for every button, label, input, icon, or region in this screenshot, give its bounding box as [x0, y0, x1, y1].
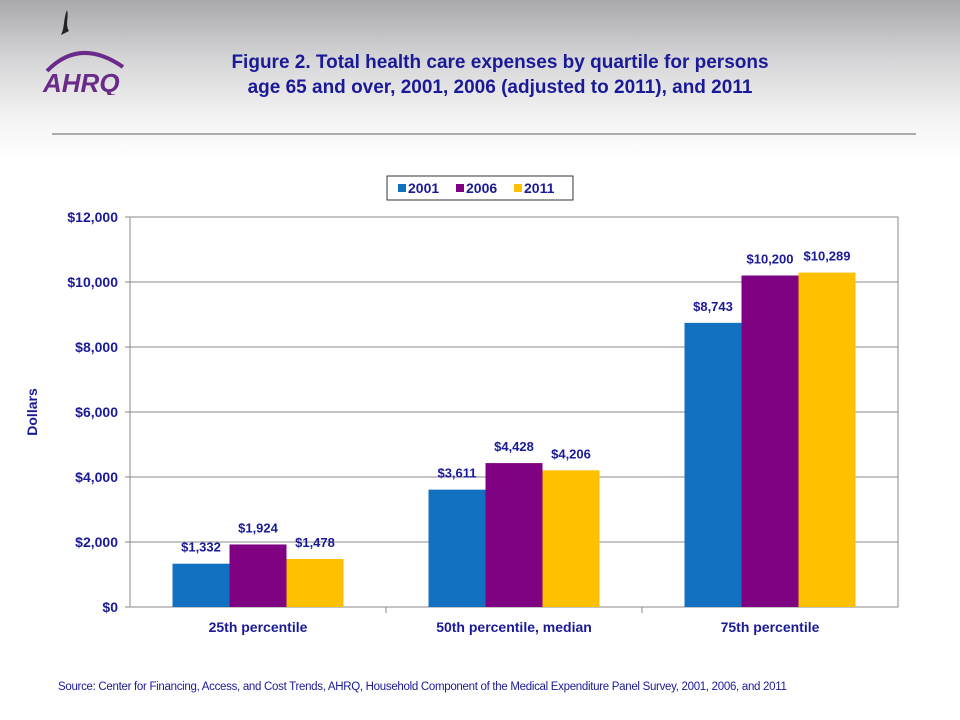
y-tick-label: $12,000 [67, 209, 118, 225]
legend-label: 2001 [408, 180, 439, 196]
ahrq-logo: AHRQ [35, 5, 145, 100]
bar-2011 [542, 470, 600, 607]
legend-label: 2006 [466, 180, 497, 196]
legend-swatch-2011 [514, 184, 522, 192]
legend-swatch-2001 [398, 184, 406, 192]
y-tick-label: $10,000 [67, 274, 118, 290]
hhs-eagle-icon [61, 10, 69, 35]
data-label: $4,428 [494, 439, 534, 454]
data-label: $10,289 [804, 249, 851, 264]
y-tick-label: $4,000 [75, 469, 118, 485]
y-tick-label: $2,000 [75, 534, 118, 550]
bar-2006 [485, 463, 543, 607]
bar-2006 [741, 275, 799, 607]
data-label: $4,206 [551, 446, 591, 461]
data-label: $10,200 [747, 252, 794, 267]
x-tick-label: 75th percentile [721, 619, 820, 635]
bar-2001 [172, 563, 230, 607]
bar-2001 [428, 489, 486, 607]
bar-2001 [684, 322, 742, 607]
legend-label: 2011 [524, 180, 555, 196]
bar-2011 [286, 558, 344, 607]
divider [52, 133, 916, 135]
y-tick-label: $8,000 [75, 339, 118, 355]
data-label: $8,743 [693, 299, 733, 314]
data-label: $1,924 [238, 520, 279, 535]
data-label: $3,611 [437, 466, 476, 481]
x-tick-label: 50th percentile, median [436, 619, 592, 635]
x-tick-label: 25th percentile [209, 619, 308, 635]
title-line-2: age 65 and over, 2001, 2006 (adjusted to… [247, 77, 753, 98]
chart-title: Figure 2. Total health care expenses by … [190, 50, 810, 100]
source-note: Source: Center for Financing, Access, an… [58, 681, 787, 693]
data-label: $1,478 [295, 535, 335, 550]
y-axis-label: Dollars [24, 388, 40, 436]
data-label: $1,332 [181, 540, 221, 555]
svg-text:AHRQ: AHRQ [42, 68, 120, 95]
y-tick-label: $0 [102, 599, 118, 615]
y-tick-label: $6,000 [75, 404, 118, 420]
legend-swatch-2006 [456, 184, 464, 192]
bar-2006 [229, 544, 287, 607]
legend [386, 175, 574, 201]
title-line-1: Figure 2. Total health care expenses by … [231, 52, 769, 73]
bar-2011 [798, 272, 856, 607]
